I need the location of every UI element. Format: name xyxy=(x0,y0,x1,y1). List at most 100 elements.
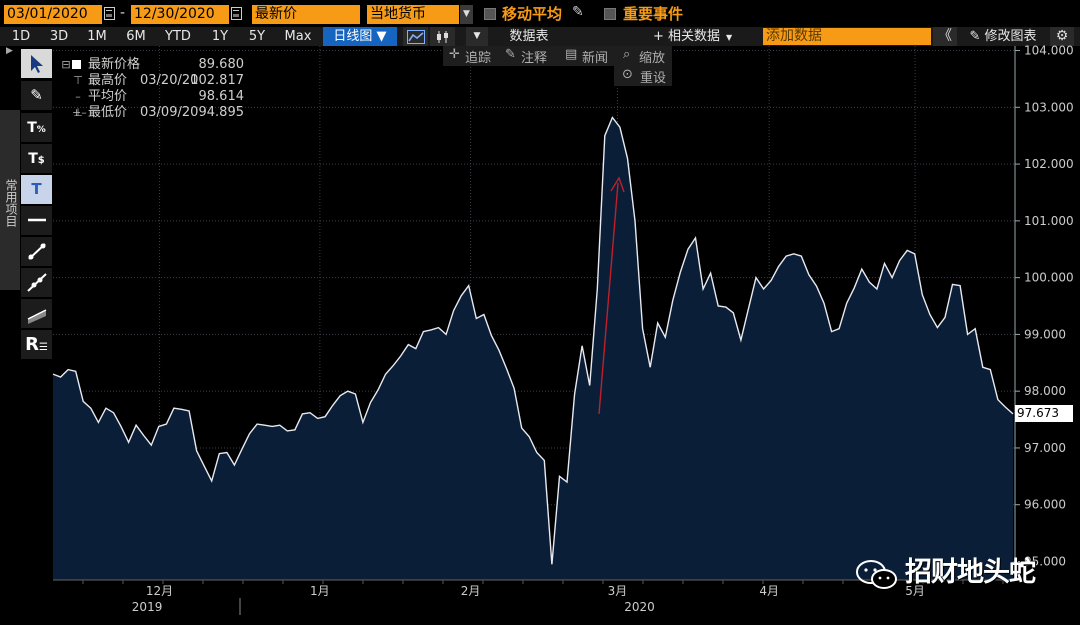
y-tick-label: 101.000 xyxy=(1024,214,1074,228)
reset-icon: ⊙ xyxy=(622,67,633,82)
ray-line-icon[interactable] xyxy=(21,268,52,297)
y-tick-label: 97.000 xyxy=(1024,441,1066,455)
channel-tool-icon[interactable] xyxy=(21,299,52,328)
pencil-icon: ✎ xyxy=(969,29,985,44)
legend-date: 03/20/20 xyxy=(140,73,199,88)
gear-icon[interactable]: ⚙ xyxy=(1050,27,1074,46)
calendar-icon[interactable] xyxy=(104,7,115,20)
legend-toggle-icon[interactable]: ⊟ xyxy=(61,58,71,71)
percent-measure-icon[interactable]: T% xyxy=(21,113,52,142)
x-tick-label: 1月 xyxy=(310,584,330,598)
currency-select[interactable]: 当地货币 xyxy=(367,5,459,24)
reset-control[interactable]: ⊙ 重设 xyxy=(614,66,672,86)
related-data-button[interactable]: + 相关数据 ▼ xyxy=(653,27,748,46)
y-tick-label: 95.000 xyxy=(1024,554,1066,568)
key-events-checkbox[interactable] xyxy=(604,8,616,20)
legend-row-last-price[interactable]: ⊟ 最新价格 89.680 xyxy=(60,57,248,73)
tab-label: 常用项目 xyxy=(4,179,18,227)
chevron-down-icon[interactable]: ▼ xyxy=(460,5,473,24)
pencil-icon[interactable]: ✎ xyxy=(572,4,584,20)
y-tick-label: 100.000 xyxy=(1024,271,1074,285)
legend-name: 平均价 xyxy=(88,89,128,104)
x-tick-label: 4月 xyxy=(759,584,779,598)
data-table-button[interactable]: 数据表 xyxy=(509,29,549,44)
x-tick-label: 5月 xyxy=(905,584,925,598)
start-date-input[interactable]: 03/01/2020 xyxy=(4,5,102,24)
reset-button[interactable]: 重设 xyxy=(640,71,667,86)
range-button-6m[interactable]: 6M xyxy=(126,29,146,44)
annotation-arrow[interactable] xyxy=(598,176,625,415)
legend-name: 最高价 xyxy=(88,73,128,88)
high-marker-icon: ⊤ xyxy=(73,74,83,87)
chart-context-menu: ✛ 追踪 ✎ 注释 ▤ 新闻 ⌕ 缩放 xyxy=(443,46,672,66)
legend-value: 89.680 xyxy=(198,57,245,72)
range-button-max[interactable]: Max xyxy=(284,29,312,44)
add-data-input[interactable]: 添加数据 xyxy=(763,28,931,45)
low-marker-icon: ⊥ xyxy=(73,106,83,119)
average-marker-icon: –+– xyxy=(72,90,87,119)
range-button-5y[interactable]: 5Y xyxy=(248,29,266,44)
moving-average-checkbox[interactable] xyxy=(484,8,496,20)
legend-value: 98.614 xyxy=(198,89,245,104)
x-tick-label: 3月 xyxy=(608,584,628,598)
range-button-3d[interactable]: 3D xyxy=(49,29,69,44)
track-button[interactable]: 追踪 xyxy=(465,51,492,66)
edit-chart-button[interactable]: ✎ 修改图表 xyxy=(958,27,1048,46)
chevron-down-icon: ▼ xyxy=(726,33,733,42)
edit-chart-label: 修改图表 xyxy=(984,29,1037,44)
legend-date: 03/09/20 xyxy=(140,105,199,120)
year-label: 2019 xyxy=(132,600,163,614)
zoom-icon: ⌕ xyxy=(623,47,631,62)
price-measure-icon[interactable]: T$ xyxy=(21,144,52,173)
line-chart-icon[interactable] xyxy=(403,27,428,46)
common-items-tab[interactable]: 常用项目 xyxy=(0,110,20,290)
watermark-text: 招财地头蛇 xyxy=(905,557,1036,588)
price-field-select[interactable]: 最新价 xyxy=(252,5,360,24)
price-line xyxy=(52,116,1014,565)
y-tick-label: 98.000 xyxy=(1024,384,1066,398)
horizontal-line-icon[interactable] xyxy=(21,206,52,235)
legend-row-low[interactable]: ⊥ 最低价 03/09/20 94.895 xyxy=(60,105,248,121)
zoom-button[interactable]: 缩放 xyxy=(639,51,666,66)
end-date-input[interactable]: 12/30/2020 xyxy=(131,5,229,24)
pen-tool-icon[interactable]: ✎ xyxy=(21,81,52,110)
y-tick-label: 103.000 xyxy=(1024,100,1074,114)
legend-value: 94.895 xyxy=(198,105,245,120)
y-axis: 104.000 103.000 102.000 101.000 100.000 99.00… xyxy=(1015,44,1074,568)
legend-name: 最新价格 xyxy=(88,57,141,72)
news-icon: ▤ xyxy=(565,47,578,62)
chart-legend: ⊟ 最新价格 89.680 ⊤ 最高价 03/20/20 102.817 –+–… xyxy=(60,57,248,121)
related-data-label: + 相关数据 xyxy=(653,29,721,44)
annotate-pencil-icon: ✎ xyxy=(505,47,516,62)
calendar-icon[interactable] xyxy=(231,7,242,20)
candlestick-icon[interactable] xyxy=(430,27,455,46)
legend-row-high[interactable]: ⊤ 最高价 03/20/20 102.817 xyxy=(60,73,248,89)
expand-arrow-icon[interactable]: ▶ xyxy=(6,46,13,56)
date-range-separator: - xyxy=(120,5,126,21)
moving-average-label[interactable]: 移动平均 xyxy=(502,5,563,23)
annotate-button[interactable]: 注释 xyxy=(521,51,548,66)
key-events-label[interactable]: 重要事件 xyxy=(623,5,684,23)
regression-tool-icon[interactable]: R☰ xyxy=(21,330,52,359)
price-area xyxy=(53,117,1013,580)
year-label: 2020 xyxy=(624,600,655,614)
trend-line-icon[interactable] xyxy=(21,237,52,266)
range-button-1y[interactable]: 1Y xyxy=(211,29,229,44)
x-tick-label: 12月 xyxy=(146,584,173,598)
chart-type-select[interactable]: 日线图 ▼ xyxy=(323,27,397,46)
range-button-1d[interactable]: 1D xyxy=(11,29,31,44)
chevron-down-icon[interactable]: ▼ xyxy=(466,27,488,46)
news-button[interactable]: 新闻 xyxy=(582,51,609,66)
legend-row-average[interactable]: –+– 平均价 98.614 xyxy=(60,89,248,119)
x-axis: 12月 1月 2月 3月 4月 5月 2019 2020 xyxy=(82,580,1004,615)
range-button-1m[interactable]: 1M xyxy=(87,29,107,44)
legend-name: 最低价 xyxy=(88,105,128,120)
x-tick-label: 2月 xyxy=(461,584,481,598)
range-button-ytd[interactable]: YTD xyxy=(165,29,191,44)
text-tool-icon[interactable]: T xyxy=(21,175,52,204)
pointer-tool-icon[interactable] xyxy=(21,49,52,78)
legend-value: 102.817 xyxy=(190,73,244,88)
y-tick-label: 96.000 xyxy=(1024,498,1066,512)
collapse-button[interactable]: 《 xyxy=(933,27,957,46)
